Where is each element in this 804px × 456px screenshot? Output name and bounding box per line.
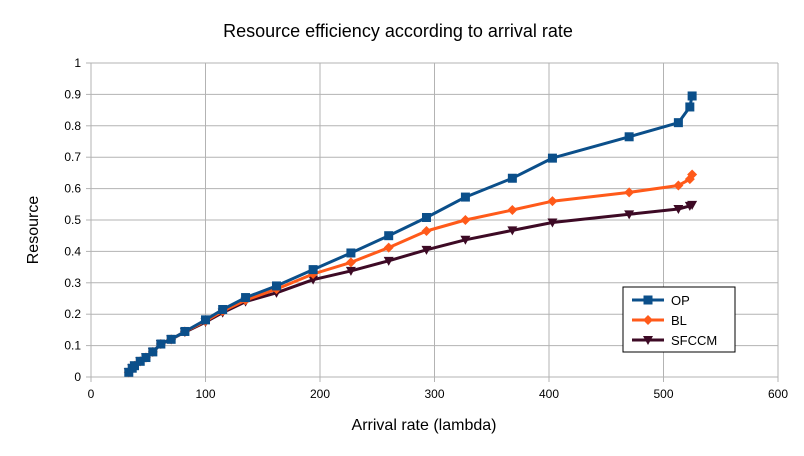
data-point-sfccm <box>345 266 356 276</box>
legend-item-sfccm: SFCCM <box>632 333 717 348</box>
y-axis-title: Resource <box>25 196 42 265</box>
data-point-bl <box>673 180 684 191</box>
data-point-op <box>141 353 151 363</box>
y-tick-label: 0.3 <box>64 276 81 290</box>
y-tick-label: 0.5 <box>64 213 81 227</box>
data-point-bl <box>624 187 635 198</box>
data-point-op <box>271 281 281 291</box>
data-point-op <box>460 192 470 202</box>
data-point-op <box>218 304 228 314</box>
y-tick-label: 0.2 <box>64 307 81 321</box>
legend-label-bl: BL <box>671 313 687 328</box>
y-tick-label: 0 <box>74 370 81 384</box>
chart-title: Resource efficiency according to arrival… <box>223 21 573 41</box>
x-tick-label: 100 <box>195 387 215 401</box>
data-point-bl <box>507 204 518 215</box>
x-tick-label: 200 <box>310 387 330 401</box>
series-layer <box>123 91 698 378</box>
legend-label-op: OP <box>671 293 690 308</box>
y-tick-label: 0.9 <box>64 87 81 101</box>
data-point-op <box>507 173 517 183</box>
x-tick-label: 300 <box>424 387 444 401</box>
legend-items: OP BL SFCCM <box>632 293 717 348</box>
data-point-op <box>180 326 190 336</box>
x-axis-title: Arrival rate (lambda) <box>352 417 497 434</box>
data-point-bl <box>460 215 471 225</box>
data-point-op <box>624 132 634 142</box>
x-tick-labels: 0 100 200 300 400 500 600 <box>88 387 789 401</box>
legend-marker-op <box>643 295 653 305</box>
data-point-sfccm <box>507 226 518 236</box>
y-tick-labels: 0 0.1 0.2 0.3 0.4 0.5 0.6 0.7 0.8 0.9 1 <box>64 56 81 384</box>
data-point-op <box>346 248 356 258</box>
data-point-sfccm <box>421 245 432 255</box>
data-point-sfccm <box>460 235 471 245</box>
y-tick-label: 0.4 <box>64 244 81 258</box>
x-tick-label: 500 <box>653 387 673 401</box>
data-point-sfccm <box>383 256 394 266</box>
y-tick-label: 0.1 <box>64 339 81 353</box>
data-point-sfccm <box>624 210 635 220</box>
data-point-bl <box>421 225 432 236</box>
data-point-op <box>241 293 251 303</box>
data-point-bl <box>383 242 394 253</box>
data-point-op <box>673 118 683 128</box>
x-tick-label: 600 <box>768 387 788 401</box>
data-point-op <box>156 339 166 349</box>
data-point-op <box>685 102 695 112</box>
x-tick-label: 0 <box>88 387 95 401</box>
data-point-sfccm <box>547 218 558 228</box>
data-point-op <box>384 231 394 241</box>
data-point-op <box>308 265 318 275</box>
data-point-op <box>166 334 176 344</box>
legend-label-sfccm: SFCCM <box>671 333 717 348</box>
data-point-op <box>687 91 697 101</box>
data-point-op <box>135 356 145 366</box>
data-point-op <box>421 212 431 222</box>
data-point-sfccm <box>308 275 319 285</box>
legend-marker-sfccm <box>643 336 653 345</box>
y-tick-label: 0.7 <box>64 150 81 164</box>
data-point-sfccm <box>673 205 684 215</box>
y-tick-label: 1 <box>74 56 81 70</box>
data-point-bl <box>345 257 356 268</box>
legend-item-bl: BL <box>632 313 687 328</box>
data-point-op <box>201 315 210 325</box>
legend-item-op: OP <box>632 293 690 308</box>
data-point-sfccm <box>687 200 698 210</box>
legend-marker-bl <box>643 315 653 325</box>
y-tick-label: 0.8 <box>64 119 81 133</box>
data-point-op <box>148 347 158 357</box>
data-point-op <box>547 153 557 163</box>
series-op <box>124 91 697 377</box>
y-tick-label: 0.6 <box>64 182 81 196</box>
data-point-bl <box>687 169 698 180</box>
axes <box>86 62 779 382</box>
legend: OP BL SFCCM <box>622 286 736 353</box>
x-tick-label: 400 <box>539 387 559 401</box>
data-point-bl <box>547 196 558 207</box>
data-point-op <box>130 361 140 371</box>
